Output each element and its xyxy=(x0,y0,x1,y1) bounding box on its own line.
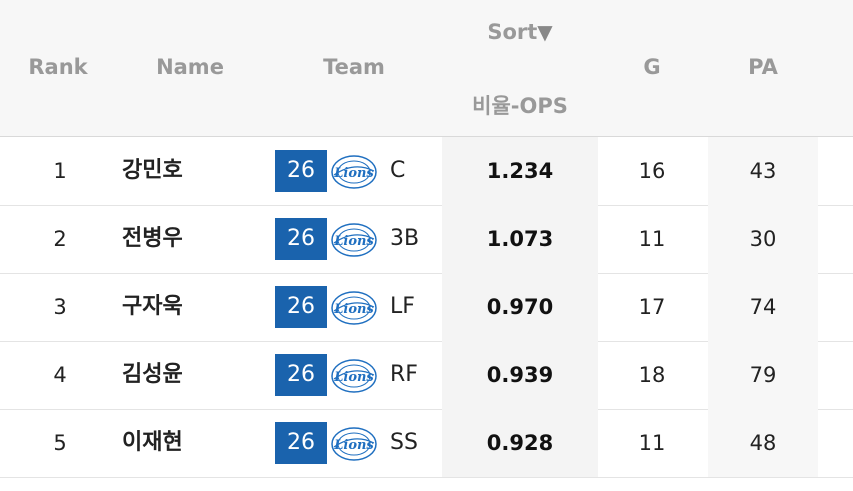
table-row[interactable]: 3 구자욱 26 Lions LF 0.970 17 74 xyxy=(0,273,853,342)
games-cell: 11 xyxy=(638,431,666,455)
pa-column-bg xyxy=(708,273,818,341)
svg-text:Lions: Lions xyxy=(333,234,374,249)
pa-cell: 74 xyxy=(749,295,777,319)
rank-cell: 4 xyxy=(53,363,67,387)
pa-column-bg xyxy=(708,137,818,205)
pa-cell: 48 xyxy=(749,431,777,455)
table-row[interactable]: 1 강민호 26 Lions C 1.234 16 43 xyxy=(0,137,853,206)
team-number-badge: 26 xyxy=(275,286,327,328)
lions-logo-icon: Lions xyxy=(330,287,378,325)
player-name-link[interactable]: 구자욱 xyxy=(122,294,183,319)
sort-column-label: 비율-OPS xyxy=(472,94,568,118)
games-cell: 18 xyxy=(638,363,666,387)
position-label: 3B xyxy=(390,226,420,251)
header-rank[interactable]: Rank xyxy=(28,55,88,79)
games-cell: 17 xyxy=(638,295,666,319)
header-team[interactable]: Team xyxy=(323,55,385,79)
lions-logo-icon: Lions xyxy=(330,151,378,189)
games-cell: 11 xyxy=(638,227,666,251)
lions-logo-icon: Lions xyxy=(330,219,378,257)
sort-label-container: Sort▼ xyxy=(442,20,598,44)
position-label: LF xyxy=(390,294,415,319)
team-number-badge: 26 xyxy=(275,218,327,260)
ops-column-bg xyxy=(442,409,598,477)
player-name-link[interactable]: 이재현 xyxy=(122,430,183,455)
pa-column-bg xyxy=(708,341,818,409)
ops-column-bg xyxy=(442,341,598,409)
player-name-link[interactable]: 전병우 xyxy=(122,226,183,251)
team-cell: 26 Lions 3B xyxy=(274,205,439,273)
rank-cell: 2 xyxy=(53,227,67,251)
team-cell: 26 Lions RF xyxy=(274,341,439,409)
ops-cell: 0.939 xyxy=(486,363,554,387)
table-row[interactable]: 4 김성윤 26 Lions RF 0.939 18 79 xyxy=(0,341,853,410)
header-name[interactable]: Name xyxy=(156,55,224,79)
svg-text:Lions: Lions xyxy=(333,438,374,453)
ops-cell: 1.073 xyxy=(486,227,554,251)
ops-cell: 0.970 xyxy=(486,295,554,319)
pa-cell: 30 xyxy=(749,227,777,251)
svg-text:Lions: Lions xyxy=(333,302,374,317)
sort-label: Sort xyxy=(487,20,538,44)
team-cell: 26 Lions SS xyxy=(274,409,439,477)
games-cell: 16 xyxy=(638,159,666,183)
table-header: Rank Name Team Sort▼ 비율-OPS G PA xyxy=(0,0,853,137)
svg-text:Lions: Lions xyxy=(333,370,374,385)
svg-text:Lions: Lions xyxy=(333,166,374,181)
sort-desc-icon: ▼ xyxy=(537,20,553,44)
position-label: RF xyxy=(390,362,418,387)
header-g[interactable]: G xyxy=(643,55,661,79)
sort-column-header[interactable]: Sort▼ 비율-OPS xyxy=(442,0,598,136)
header-pa[interactable]: PA xyxy=(748,55,778,79)
pa-column-bg xyxy=(708,205,818,273)
team-number-badge: 26 xyxy=(275,354,327,396)
team-cell: 26 Lions LF xyxy=(274,273,439,341)
rank-cell: 5 xyxy=(53,431,67,455)
rank-cell: 3 xyxy=(53,295,67,319)
pa-cell: 79 xyxy=(749,363,777,387)
ops-cell: 1.234 xyxy=(486,159,554,183)
position-label: C xyxy=(390,158,406,183)
pa-cell: 43 xyxy=(749,159,777,183)
ops-cell: 0.928 xyxy=(486,431,554,455)
table-row[interactable]: 5 이재현 26 Lions SS 0.928 11 48 xyxy=(0,409,853,478)
ops-column-bg xyxy=(442,205,598,273)
player-name-link[interactable]: 강민호 xyxy=(122,158,183,183)
ops-column-bg xyxy=(442,137,598,205)
stats-table: Rank Name Team Sort▼ 비율-OPS G PA 1 강민호 26 L… xyxy=(0,0,853,478)
lions-logo-icon: Lions xyxy=(330,355,378,393)
rank-cell: 1 xyxy=(53,159,67,183)
table-row[interactable]: 2 전병우 26 Lions 3B 1.073 11 30 xyxy=(0,205,853,274)
ops-column-bg xyxy=(442,273,598,341)
pa-column-bg xyxy=(708,409,818,477)
team-number-badge: 26 xyxy=(275,422,327,464)
team-cell: 26 Lions C xyxy=(274,137,439,205)
team-number-badge: 26 xyxy=(275,150,327,192)
position-label: SS xyxy=(390,430,418,455)
lions-logo-icon: Lions xyxy=(330,423,378,461)
player-name-link[interactable]: 김성윤 xyxy=(122,362,183,387)
